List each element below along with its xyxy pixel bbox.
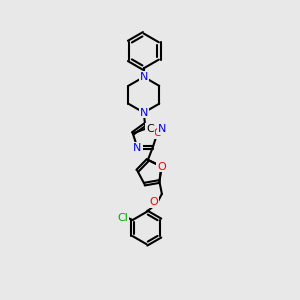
- Text: N: N: [158, 124, 166, 134]
- Text: O: O: [157, 161, 166, 172]
- Text: O: O: [153, 128, 162, 138]
- Text: N: N: [140, 72, 148, 82]
- Text: Cl: Cl: [117, 212, 128, 223]
- Text: C: C: [146, 124, 154, 134]
- Text: N: N: [140, 108, 148, 118]
- Text: O: O: [149, 197, 158, 207]
- Text: N: N: [133, 143, 142, 153]
